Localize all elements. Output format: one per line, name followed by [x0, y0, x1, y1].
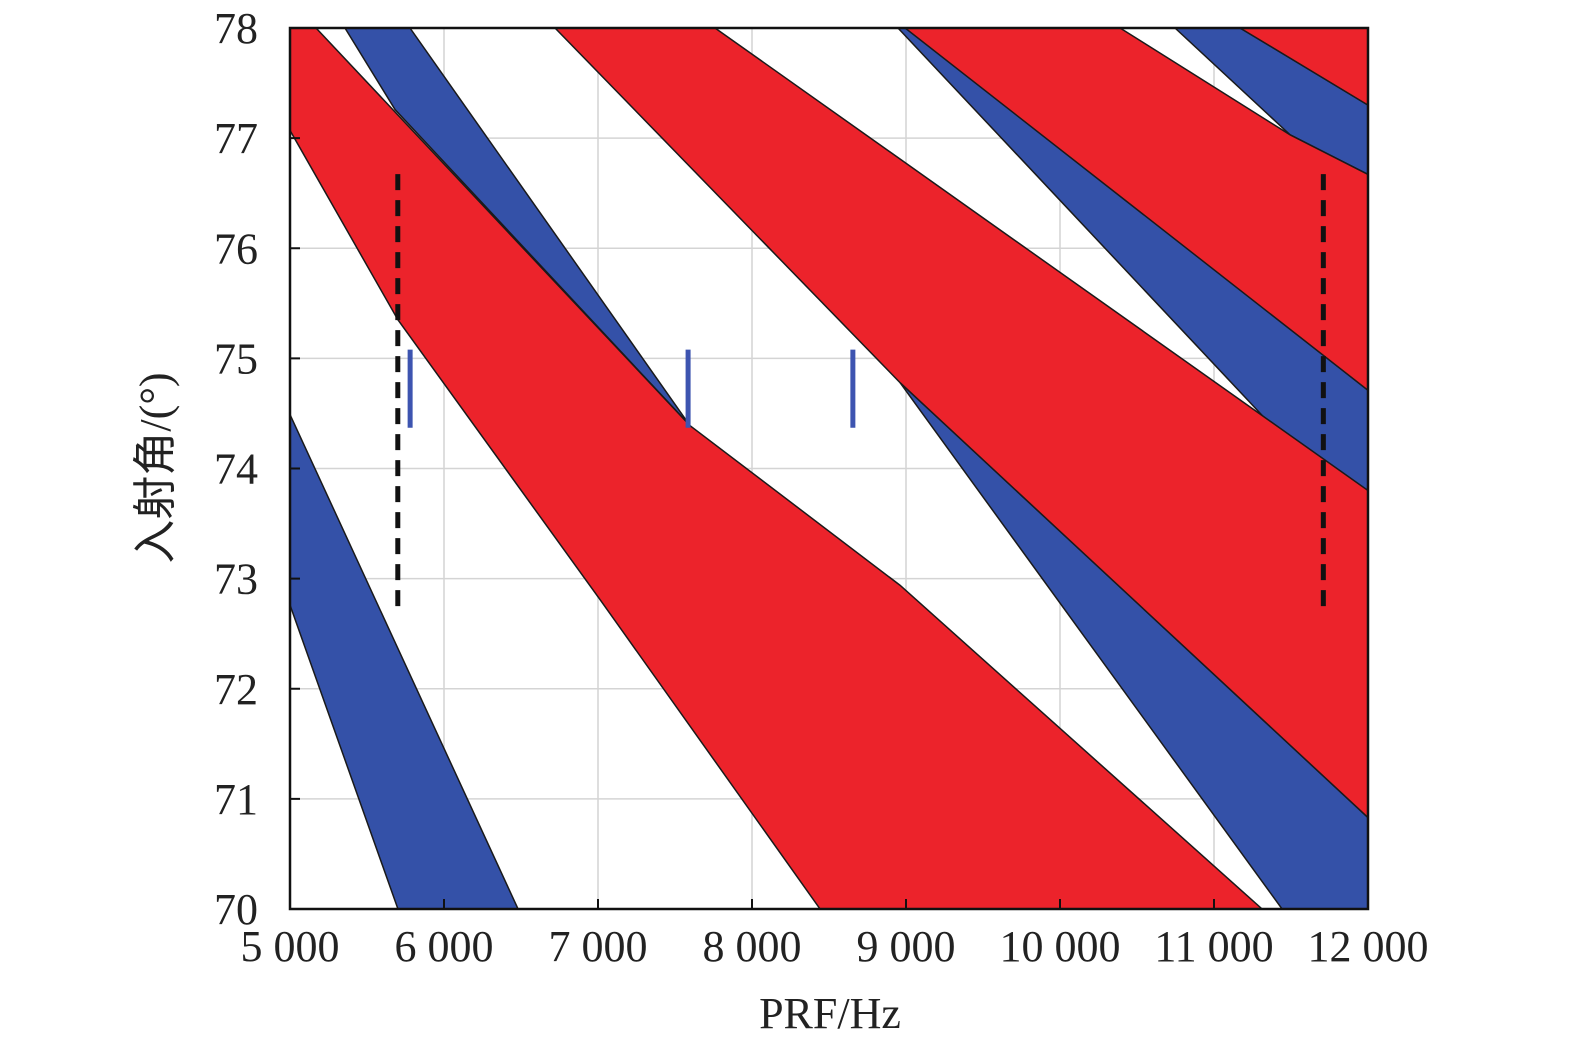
band: [289, 414, 520, 910]
y-tick-label: 70: [214, 885, 258, 934]
y-tick-label: 71: [214, 775, 258, 824]
x-tick-label: 12 000: [1308, 922, 1429, 971]
y-tick-label: 75: [214, 334, 258, 383]
y-tick-label: 78: [214, 4, 258, 53]
y-tick-label: 73: [214, 555, 258, 604]
y-tick-label: 76: [214, 224, 258, 273]
y-axis-label: 入射角/(°): [131, 372, 180, 563]
x-tick-label: 10 000: [1000, 922, 1121, 971]
y-tick-label: 74: [214, 445, 258, 494]
x-tick-label: 7 000: [549, 922, 648, 971]
y-tick-label: 72: [214, 665, 258, 714]
x-axis-label: PRF/Hz: [759, 989, 901, 1038]
x-tick-label: 8 000: [703, 922, 802, 971]
x-tick-label: 5 000: [241, 922, 340, 971]
x-tick-label: 9 000: [857, 922, 956, 971]
y-tick-label: 77: [214, 114, 258, 163]
x-tick-label: 6 000: [395, 922, 494, 971]
x-tick-label: 11 000: [1154, 922, 1273, 971]
